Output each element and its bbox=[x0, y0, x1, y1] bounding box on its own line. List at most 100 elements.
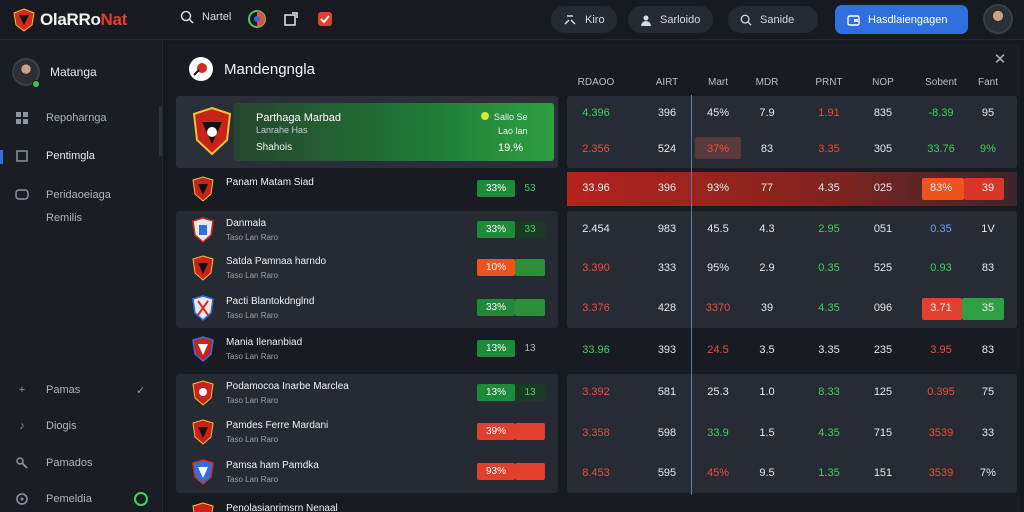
odds-cell[interactable]: 39 bbox=[760, 302, 774, 314]
odds-cell[interactable]: 83 bbox=[760, 143, 774, 155]
sidebar-item-pamados[interactable]: Pamados bbox=[14, 455, 92, 471]
odds-cell[interactable]: 3.376 bbox=[582, 302, 610, 314]
odds-cell[interactable]: 2.9 bbox=[759, 262, 775, 274]
odds-cell[interactable]: 8.453 bbox=[582, 467, 610, 479]
odds-cell[interactable]: 2.454 bbox=[582, 223, 610, 235]
primary-action-button[interactable]: Hasdlaiengagen bbox=[835, 5, 968, 34]
sidebar-item-pamas[interactable]: + Pamas ✓ bbox=[14, 382, 145, 398]
odds-cell[interactable]: 8.33 bbox=[818, 386, 840, 398]
odds-cell[interactable]: 9.5 bbox=[759, 467, 775, 479]
sidebar-user[interactable]: Matanga bbox=[12, 58, 97, 86]
odds-cell[interactable]: 1.0 bbox=[759, 386, 775, 398]
odds-cell[interactable]: 396 bbox=[657, 182, 677, 194]
column-header[interactable]: Fant bbox=[977, 77, 998, 88]
odds-cell[interactable]: 83 bbox=[981, 262, 995, 274]
odds-cell[interactable]: 0.35 bbox=[930, 223, 952, 235]
odds-cell[interactable]: 393 bbox=[657, 344, 677, 356]
odds-cell[interactable]: 45% bbox=[706, 107, 730, 119]
odds-cell[interactable]: 1V bbox=[981, 223, 995, 235]
odds-cell[interactable]: 24.5 bbox=[707, 344, 729, 356]
column-header[interactable]: AIRT bbox=[655, 77, 679, 88]
close-icon[interactable]: ✕ bbox=[993, 51, 1007, 68]
odds-cell[interactable]: 33.9 bbox=[707, 427, 729, 439]
odds-cell[interactable]: 83 bbox=[981, 344, 995, 356]
column-header[interactable]: NOP bbox=[872, 77, 894, 88]
odds-cell[interactable]: 77 bbox=[760, 182, 774, 194]
odds-cell[interactable]: 33.96 bbox=[582, 182, 610, 194]
odds-cell[interactable]: 4.35 bbox=[818, 427, 840, 439]
odds-cell[interactable]: 4.396 bbox=[582, 107, 610, 119]
odds-cell[interactable]: 75 bbox=[981, 386, 995, 398]
sidebar-item-pentimgla[interactable]: Pentimgla bbox=[14, 148, 95, 164]
sidebar-item-diogis[interactable]: ♪ Diogis bbox=[14, 418, 76, 434]
odds-cell[interactable]: 525 bbox=[873, 262, 893, 274]
odds-cell[interactable]: 0.395 bbox=[927, 386, 955, 398]
column-header[interactable]: PRNT bbox=[815, 77, 843, 88]
odds-ext[interactable] bbox=[515, 299, 545, 316]
odds-badge[interactable]: 39% bbox=[477, 423, 515, 440]
odds-cell[interactable]: 3.95 bbox=[930, 344, 952, 356]
odds-cell[interactable]: 37% bbox=[706, 143, 730, 155]
odds-cell[interactable]: 235 bbox=[873, 344, 893, 356]
odds-cell[interactable]: 4.35 bbox=[818, 302, 840, 314]
odds-cell[interactable]: 4.3 bbox=[759, 223, 775, 235]
odds-cell[interactable]: 25.3 bbox=[707, 386, 729, 398]
odds-cell[interactable]: 83% bbox=[929, 182, 953, 194]
list-item[interactable]: Podamocoa Inarbe Marclea Taso Lan Raro 1… bbox=[176, 374, 558, 412]
column-header[interactable]: Sobent bbox=[925, 77, 957, 88]
odds-cell[interactable]: 125 bbox=[873, 386, 893, 398]
odds-cell[interactable]: 45.5 bbox=[707, 223, 729, 235]
odds-cell[interactable]: 428 bbox=[657, 302, 677, 314]
odds-badge[interactable]: 33% bbox=[477, 221, 515, 238]
alert-icon[interactable] bbox=[314, 8, 336, 30]
odds-cell[interactable]: 305 bbox=[873, 143, 893, 155]
odds-cell[interactable]: 3.35 bbox=[818, 344, 840, 356]
odds-cell[interactable]: 3.358 bbox=[582, 427, 610, 439]
odds-cell[interactable]: 3539 bbox=[928, 467, 954, 479]
column-header[interactable]: RDAOO bbox=[577, 77, 615, 88]
list-item[interactable]: Pacti Blantokdnglnd Taso Lan Raro 33% bbox=[176, 289, 558, 327]
odds-cell[interactable]: 581 bbox=[657, 386, 677, 398]
odds-cell[interactable]: 096 bbox=[873, 302, 893, 314]
odds-cell[interactable]: 051 bbox=[873, 223, 893, 235]
odds-cell[interactable]: 0.93 bbox=[930, 262, 952, 274]
odds-cell[interactable]: 1.91 bbox=[818, 107, 840, 119]
odds-cell[interactable]: 595 bbox=[657, 467, 677, 479]
list-item[interactable]: Penolasianrimsrn Nenaal bbox=[176, 496, 558, 512]
odds-badge[interactable]: 13% bbox=[477, 384, 515, 401]
pill-kiro[interactable]: Kiro bbox=[551, 6, 617, 33]
odds-cell[interactable]: 35 bbox=[981, 302, 995, 314]
column-header[interactable]: Mart bbox=[708, 77, 728, 88]
odds-cell[interactable]: 983 bbox=[657, 223, 677, 235]
odds-cell[interactable]: 333 bbox=[657, 262, 677, 274]
app-logo[interactable]: OlaRRoNat bbox=[12, 8, 127, 32]
odds-ext[interactable] bbox=[515, 423, 545, 440]
column-header[interactable]: MDR bbox=[755, 77, 779, 88]
odds-cell[interactable]: 1.5 bbox=[759, 427, 775, 439]
pill-sanide[interactable]: Sanide bbox=[728, 6, 818, 33]
odds-ext[interactable]: 53 bbox=[524, 183, 536, 194]
odds-ext[interactable] bbox=[515, 463, 545, 480]
odds-cell[interactable]: 3.5 bbox=[759, 344, 775, 356]
sidebar-item-pemeldia[interactable]: Pemeldia bbox=[14, 491, 148, 507]
odds-cell[interactable]: 0.35 bbox=[818, 262, 840, 274]
featured-match-card[interactable]: Parthaga Marbad Lanrahe Has Shahois Sall… bbox=[176, 96, 558, 168]
pill-sarloido[interactable]: Sarloido bbox=[628, 6, 713, 33]
share-icon[interactable] bbox=[280, 8, 302, 30]
odds-cell[interactable]: 3.71 bbox=[930, 302, 952, 314]
odds-cell[interactable]: 93% bbox=[706, 182, 730, 194]
odds-badge[interactable]: 10% bbox=[477, 259, 515, 276]
odds-cell[interactable]: 3.392 bbox=[582, 386, 610, 398]
odds-cell[interactable]: 3.390 bbox=[582, 262, 610, 274]
odds-badge[interactable]: 13% bbox=[477, 340, 515, 357]
odds-cell[interactable]: 151 bbox=[873, 467, 893, 479]
odds-cell[interactable]: 95 bbox=[981, 107, 995, 119]
globe-icon[interactable] bbox=[246, 8, 268, 30]
odds-cell[interactable]: 3370 bbox=[705, 302, 731, 314]
odds-cell[interactable]: 3539 bbox=[928, 427, 954, 439]
odds-cell[interactable]: 7.9 bbox=[759, 107, 775, 119]
list-item[interactable]: Satda Pamnaa harndo Taso Lan Raro 10% bbox=[176, 249, 558, 287]
odds-cell[interactable]: 025 bbox=[873, 182, 893, 194]
odds-cell[interactable]: 7% bbox=[980, 467, 996, 479]
list-item[interactable]: Pamdes Ferre Mardani Taso Lan Raro 39% bbox=[176, 413, 558, 451]
